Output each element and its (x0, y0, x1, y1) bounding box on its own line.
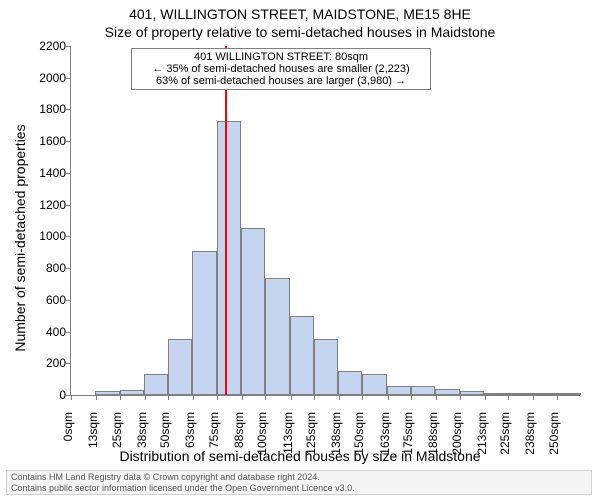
y-tick (66, 236, 71, 237)
histogram-bar (192, 251, 216, 395)
x-tick (388, 395, 389, 400)
y-tick (66, 46, 71, 47)
chart-title-line2: Size of property relative to semi-detach… (0, 24, 600, 40)
y-tick (66, 363, 71, 364)
histogram-bar (362, 374, 386, 395)
x-tick (411, 395, 412, 400)
x-tick (362, 395, 363, 400)
x-tick (71, 395, 72, 400)
x-tick (339, 395, 340, 400)
property-marker-line (225, 46, 227, 395)
x-tick (193, 395, 194, 400)
x-tick (145, 395, 146, 400)
histogram-bar (265, 278, 289, 395)
histogram-bar (168, 339, 192, 395)
histogram-bar (557, 393, 581, 395)
info-line-2: ← 35% of semi-detached houses are smalle… (138, 63, 424, 75)
histogram-bar (460, 391, 484, 395)
x-tick (508, 395, 509, 400)
histogram-bar (290, 316, 314, 395)
y-tick (66, 173, 71, 174)
y-tick-label: 1200 (26, 198, 66, 212)
histogram-bar (387, 386, 411, 395)
x-tick (242, 395, 243, 400)
y-tick (66, 268, 71, 269)
histogram-bar (508, 393, 532, 395)
y-tick (66, 109, 71, 110)
histogram-bar (217, 121, 241, 395)
y-tick-label: 1600 (26, 134, 66, 148)
histogram-bar (484, 393, 508, 395)
info-line-1: 401 WILLINGTON STREET: 80sqm (138, 51, 424, 63)
x-tick (217, 395, 218, 400)
x-tick (485, 395, 486, 400)
x-tick (120, 395, 121, 400)
chart-title-line1: 401, WILLINGTON STREET, MAIDSTONE, ME15 … (0, 6, 600, 22)
y-tick-label: 1800 (26, 102, 66, 116)
plot-area: 0200400600800100012001400160018002000220… (70, 46, 580, 396)
x-tick (291, 395, 292, 400)
footer-line1: Contains HM Land Registry data © Crown c… (11, 472, 587, 483)
histogram-bar (532, 393, 556, 395)
y-tick-label: 400 (26, 325, 66, 339)
y-tick-label: 1400 (26, 166, 66, 180)
info-line-3: 63% of semi-detached houses are larger (… (138, 75, 424, 87)
footer-line2: Contains public sector information licen… (11, 483, 587, 494)
chart-container: 401, WILLINGTON STREET, MAIDSTONE, ME15 … (0, 0, 600, 500)
y-tick-label: 600 (26, 293, 66, 307)
x-tick (96, 395, 97, 400)
x-tick (557, 395, 558, 400)
y-tick-label: 2000 (26, 71, 66, 85)
histogram-bar (241, 228, 265, 395)
property-info-box: 401 WILLINGTON STREET: 80sqm← 35% of sem… (131, 48, 431, 90)
histogram-bar (411, 386, 435, 395)
y-tick-label: 200 (26, 356, 66, 370)
y-tick-label: 800 (26, 261, 66, 275)
y-tick (66, 78, 71, 79)
y-tick (66, 205, 71, 206)
y-tick-label: 1000 (26, 229, 66, 243)
y-tick-label: 2200 (26, 39, 66, 53)
histogram-bar (95, 391, 119, 395)
y-tick-label: 0 (26, 388, 66, 402)
histogram-bar (120, 390, 144, 395)
x-tick (314, 395, 315, 400)
x-tick (460, 395, 461, 400)
histogram-bar (435, 389, 459, 395)
x-tick (265, 395, 266, 400)
histogram-bar (338, 371, 362, 395)
x-tick (168, 395, 169, 400)
y-tick (66, 300, 71, 301)
histogram-bar (314, 339, 338, 395)
footer-attribution: Contains HM Land Registry data © Crown c… (6, 470, 592, 495)
y-tick (66, 332, 71, 333)
histogram-bar (144, 374, 168, 395)
y-tick (66, 141, 71, 142)
x-tick (533, 395, 534, 400)
x-tick (436, 395, 437, 400)
x-axis-label: Distribution of semi-detached houses by … (0, 448, 600, 464)
